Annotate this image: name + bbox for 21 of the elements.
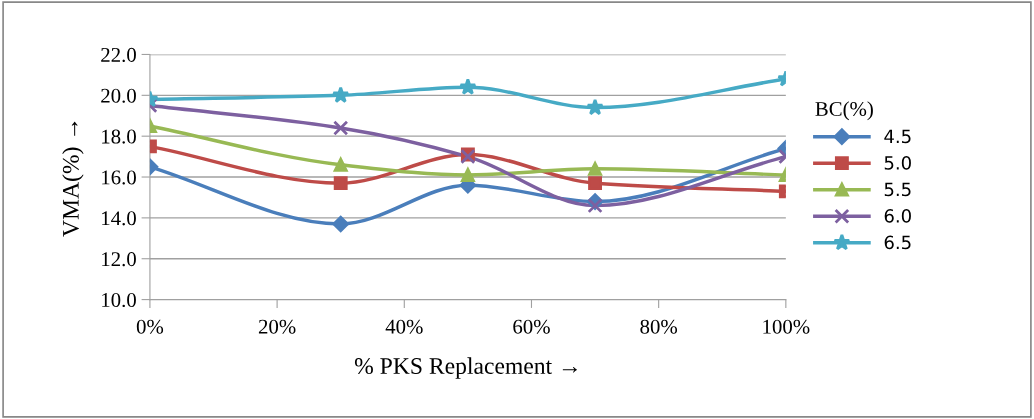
- y-tick-label: 12.0: [102, 252, 136, 267]
- legend-label: 6.5: [884, 235, 911, 250]
- legend-label: 6.0: [884, 209, 911, 223]
- x-tick-label: 20%: [258, 319, 296, 334]
- x-tick-label: 100%: [763, 319, 810, 334]
- y-tick-label: 18.0: [102, 129, 136, 144]
- y-tick-label: 14.0: [102, 211, 136, 226]
- legend-label: 5.0: [884, 156, 911, 170]
- x-tick-label: 0%: [136, 319, 164, 334]
- y-tick-label: 22.0: [101, 47, 136, 62]
- x-axis-title: % PKS Replacement →: [354, 357, 577, 379]
- y-axis-title: VMA(%) →: [62, 121, 84, 237]
- x-tick-label: 40%: [385, 319, 423, 334]
- x-tick-label: 80%: [640, 319, 678, 334]
- legend-label: 5.5: [884, 182, 911, 197]
- y-tick-label: 10.0: [102, 292, 136, 308]
- legend-label: 4.5: [884, 129, 911, 144]
- y-tick-label: 20.0: [101, 88, 136, 103]
- y-tick-label: 16.0: [102, 170, 136, 185]
- legend-title: BC(%): [815, 101, 873, 121]
- x-tick-label: 60%: [513, 319, 550, 334]
